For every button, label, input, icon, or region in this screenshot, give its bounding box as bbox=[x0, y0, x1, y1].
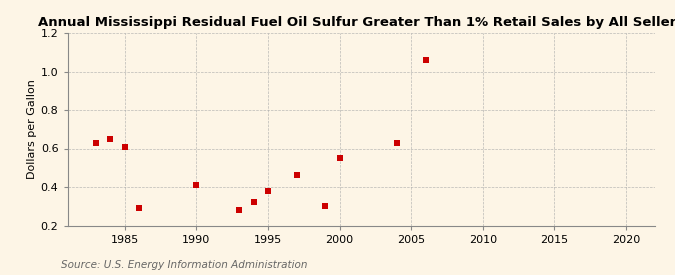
Y-axis label: Dollars per Gallon: Dollars per Gallon bbox=[26, 79, 36, 179]
Point bbox=[392, 141, 402, 145]
Text: Source: U.S. Energy Information Administration: Source: U.S. Energy Information Administ… bbox=[61, 260, 307, 270]
Point bbox=[248, 200, 259, 205]
Point bbox=[119, 144, 130, 149]
Point bbox=[90, 141, 101, 145]
Point bbox=[320, 204, 331, 208]
Point bbox=[263, 189, 273, 193]
Title: Annual Mississippi Residual Fuel Oil Sulfur Greater Than 1% Retail Sales by All : Annual Mississippi Residual Fuel Oil Sul… bbox=[38, 16, 675, 29]
Point bbox=[292, 173, 302, 178]
Point bbox=[191, 183, 202, 187]
Point bbox=[420, 58, 431, 62]
Point bbox=[134, 206, 144, 210]
Point bbox=[234, 208, 245, 212]
Point bbox=[105, 137, 116, 141]
Point bbox=[334, 156, 345, 160]
